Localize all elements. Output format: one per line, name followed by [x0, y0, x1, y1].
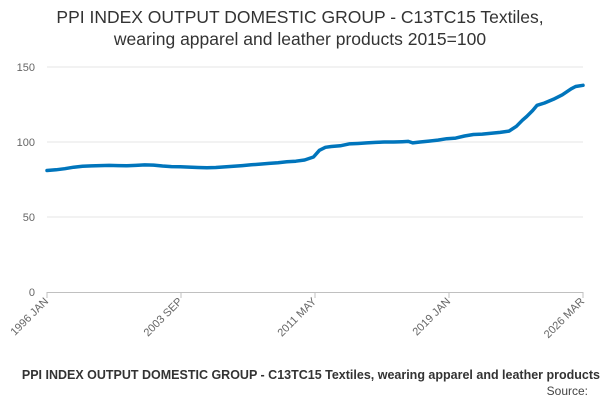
y-tick-label-2: 100 [17, 137, 35, 149]
chart-title: PPI INDEX OUTPUT DOMESTIC GROUP - C13TC1… [0, 6, 600, 50]
x-tick-label-3: 2019 JAN [410, 296, 453, 339]
x-tick-label-0: 1996 JAN [8, 296, 51, 339]
y-tick-label-1: 50 [23, 212, 35, 224]
x-tick-label-2: 2011 MAY [275, 295, 319, 339]
footer-caption: PPI INDEX OUTPUT DOMESTIC GROUP - C13TC1… [21, 368, 600, 382]
series-line-0 [45, 83, 585, 173]
y-tick-label-3: 150 [17, 62, 35, 74]
y-tick-label-0: 0 [29, 287, 35, 299]
x-tick-label-4: 2026 MAR [542, 296, 587, 341]
footer-source: Source: [546, 384, 588, 398]
chart-title-line-2: wearing apparel and leather products 201… [113, 29, 487, 49]
x-tick-label-1: 2003 SEP [142, 296, 186, 340]
chart-title-line-1: PPI INDEX OUTPUT DOMESTIC GROUP - C13TC1… [56, 7, 544, 27]
